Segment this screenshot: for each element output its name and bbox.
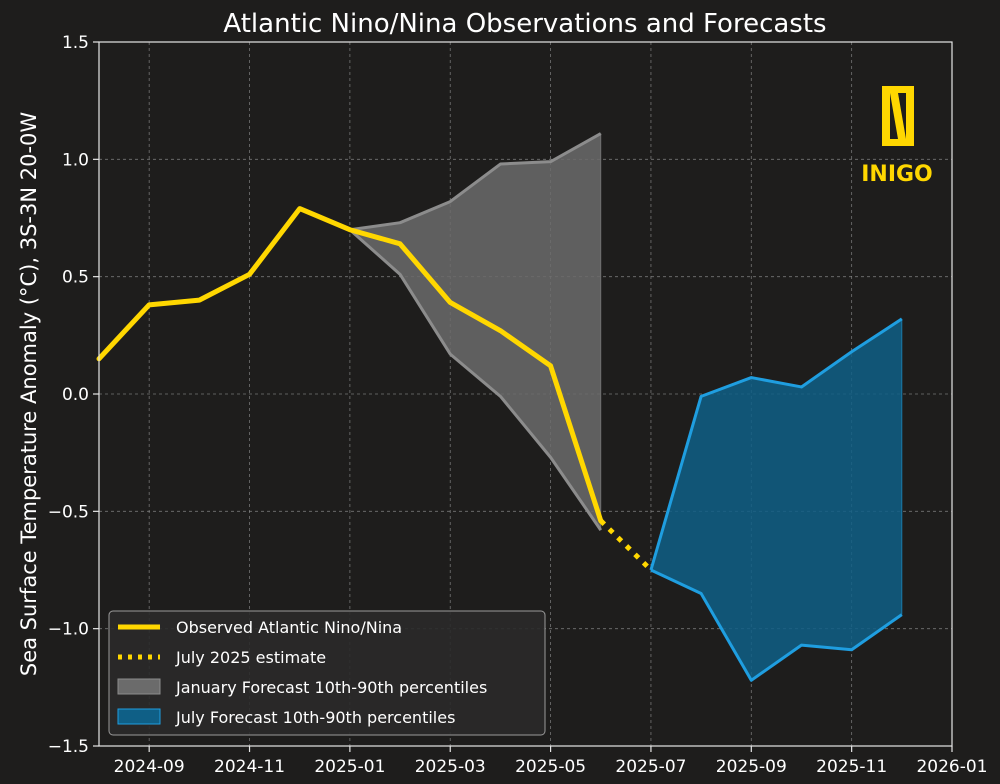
series-lines — [96, 206, 653, 572]
x-tick-label: 2025-09 — [716, 757, 787, 777]
band-upper-edge-1 — [649, 317, 903, 571]
inigo-logo: INIGO — [861, 86, 933, 187]
x-axis-ticks: 2024-09 2024-11 2025-01 2025-03 2025-05 2025-… — [114, 746, 988, 777]
forecast-bands — [348, 132, 903, 682]
y-tick-label: 1.0 — [62, 150, 89, 170]
inigo-logo-icon — [882, 86, 914, 146]
chart-title: Atlantic Nino/Nina Observations and Fore… — [223, 9, 826, 39]
y-tick-label: 0.0 — [62, 385, 89, 405]
inigo-logo-text: INIGO — [861, 162, 933, 187]
x-tick-label: 2025-05 — [515, 757, 586, 777]
band-fill-1 — [650, 318, 902, 681]
x-tick-label: 2025-01 — [314, 757, 385, 777]
legend-box — [108, 610, 546, 736]
band-upper-edge-0 — [349, 132, 602, 232]
x-tick-label: 2025-03 — [415, 757, 486, 777]
y-tick-label: 1.5 — [62, 33, 89, 53]
y-axis-label: Sea Surface Temperature Anomaly (°C), 3S… — [17, 112, 41, 677]
legend-label-estimate: July 2025 estimate — [175, 648, 326, 667]
band-lower-edge-1 — [650, 568, 903, 682]
x-tick-label: 2025-07 — [615, 757, 686, 777]
x-tick-label: 2025-11 — [816, 757, 887, 777]
y-tick-label: −0.5 — [48, 502, 89, 522]
y-tick-label: 0.5 — [62, 268, 89, 288]
legend-label-january: January Forecast 10th-90th percentiles — [175, 678, 487, 697]
legend-label-july: July Forecast 10th-90th percentiles — [175, 708, 455, 727]
series-line-0 — [96, 206, 604, 524]
y-tick-label: −1.0 — [48, 620, 89, 640]
band-lower-edge-0 — [348, 228, 602, 531]
band-fill-0 — [349, 133, 601, 531]
legend-swatch-january — [117, 678, 161, 695]
y-tick-label: −1.5 — [48, 737, 89, 757]
legend-swatch-july — [117, 708, 161, 725]
x-tick-label: 2024-11 — [214, 757, 285, 777]
x-tick-label: 2026-01 — [916, 757, 987, 777]
legend: Observed Atlantic Nino/Nina July 2025 es… — [108, 610, 546, 736]
legend-label-observed: Observed Atlantic Nino/Nina — [176, 618, 402, 637]
y-axis-ticks: −1.5 −1.0 −0.5 0.0 0.5 1.0 1.5 — [48, 33, 99, 757]
x-tick-label: 2024-09 — [114, 757, 185, 777]
